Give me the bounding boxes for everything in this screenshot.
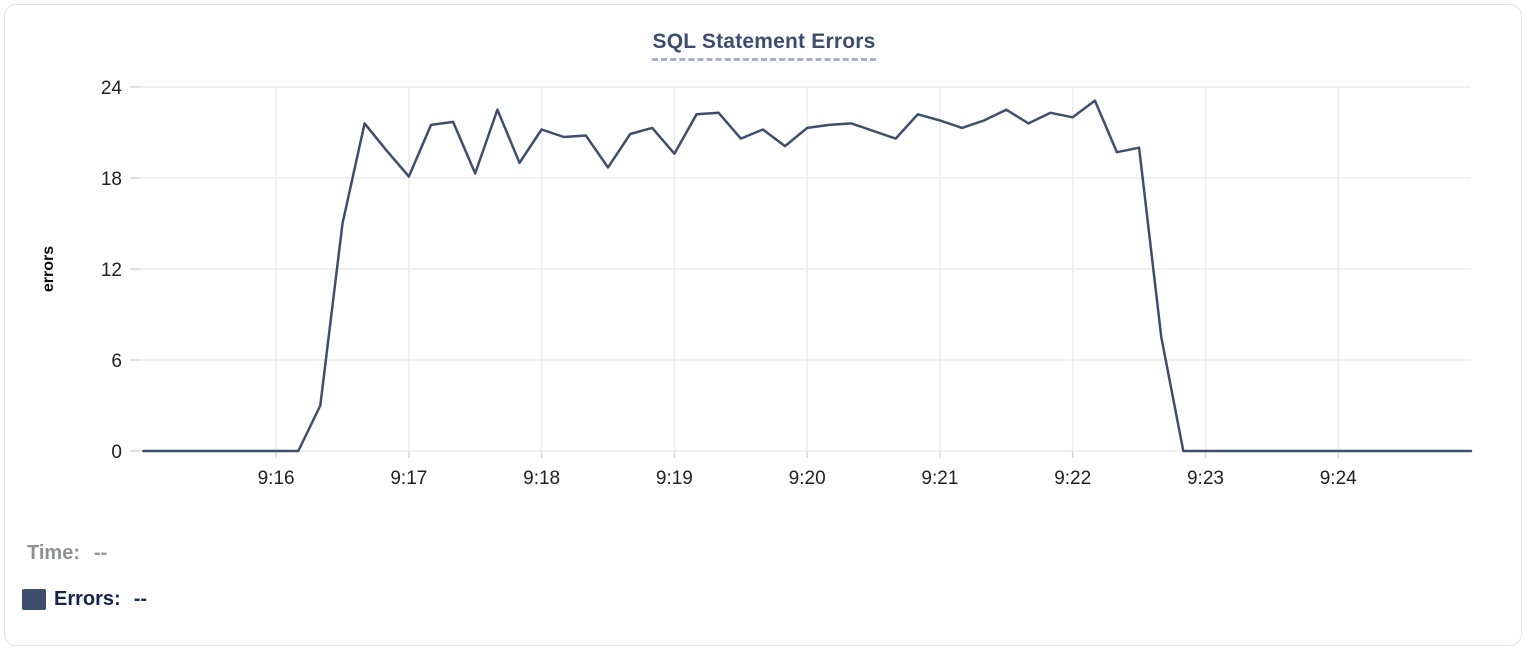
errors-series-swatch-icon [22,589,46,610]
y-gridlines [140,86,1471,452]
time-value: -- [93,542,108,564]
svg-text:9:20: 9:20 [789,468,826,489]
svg-text:9:18: 9:18 [523,468,560,489]
svg-text:9:22: 9:22 [1054,468,1091,489]
y-axis-title: errors [40,246,57,292]
svg-text:9:17: 9:17 [390,468,427,489]
readout-errors-row: Errors: -- [22,588,147,611]
axis-ticks [130,86,1339,458]
svg-text:0: 0 [111,442,122,463]
svg-text:9:19: 9:19 [656,468,693,489]
time-label: Time: [27,542,80,564]
svg-text:12: 12 [101,260,122,281]
svg-text:9:21: 9:21 [921,468,958,489]
svg-text:9:16: 9:16 [258,468,295,489]
chart-header: SQL Statement Errors [0,30,1528,61]
svg-text:9:23: 9:23 [1187,468,1224,489]
errors-line-chart[interactable]: 9:16 9:17 9:18 9:19 9:20 9:21 9:22 9:23 9:24 0 6 12… [0,0,1528,505]
svg-text:24: 24 [101,78,123,99]
axis-labels: 9:16 9:17 9:18 9:19 9:20 9:21 9:22 9:23 9:24 0 6 12… [40,78,1357,489]
svg-text:18: 18 [101,169,122,190]
series-line-errors [142,99,1473,453]
svg-text:6: 6 [111,351,122,372]
chart-title[interactable]: SQL Statement Errors [652,30,876,61]
readout-time-row: Time: -- [27,542,107,565]
errors-value: -- [133,588,148,610]
chart-card [4,4,1522,646]
errors-label: Errors: [54,588,121,610]
svg-text:9:24: 9:24 [1320,468,1357,489]
